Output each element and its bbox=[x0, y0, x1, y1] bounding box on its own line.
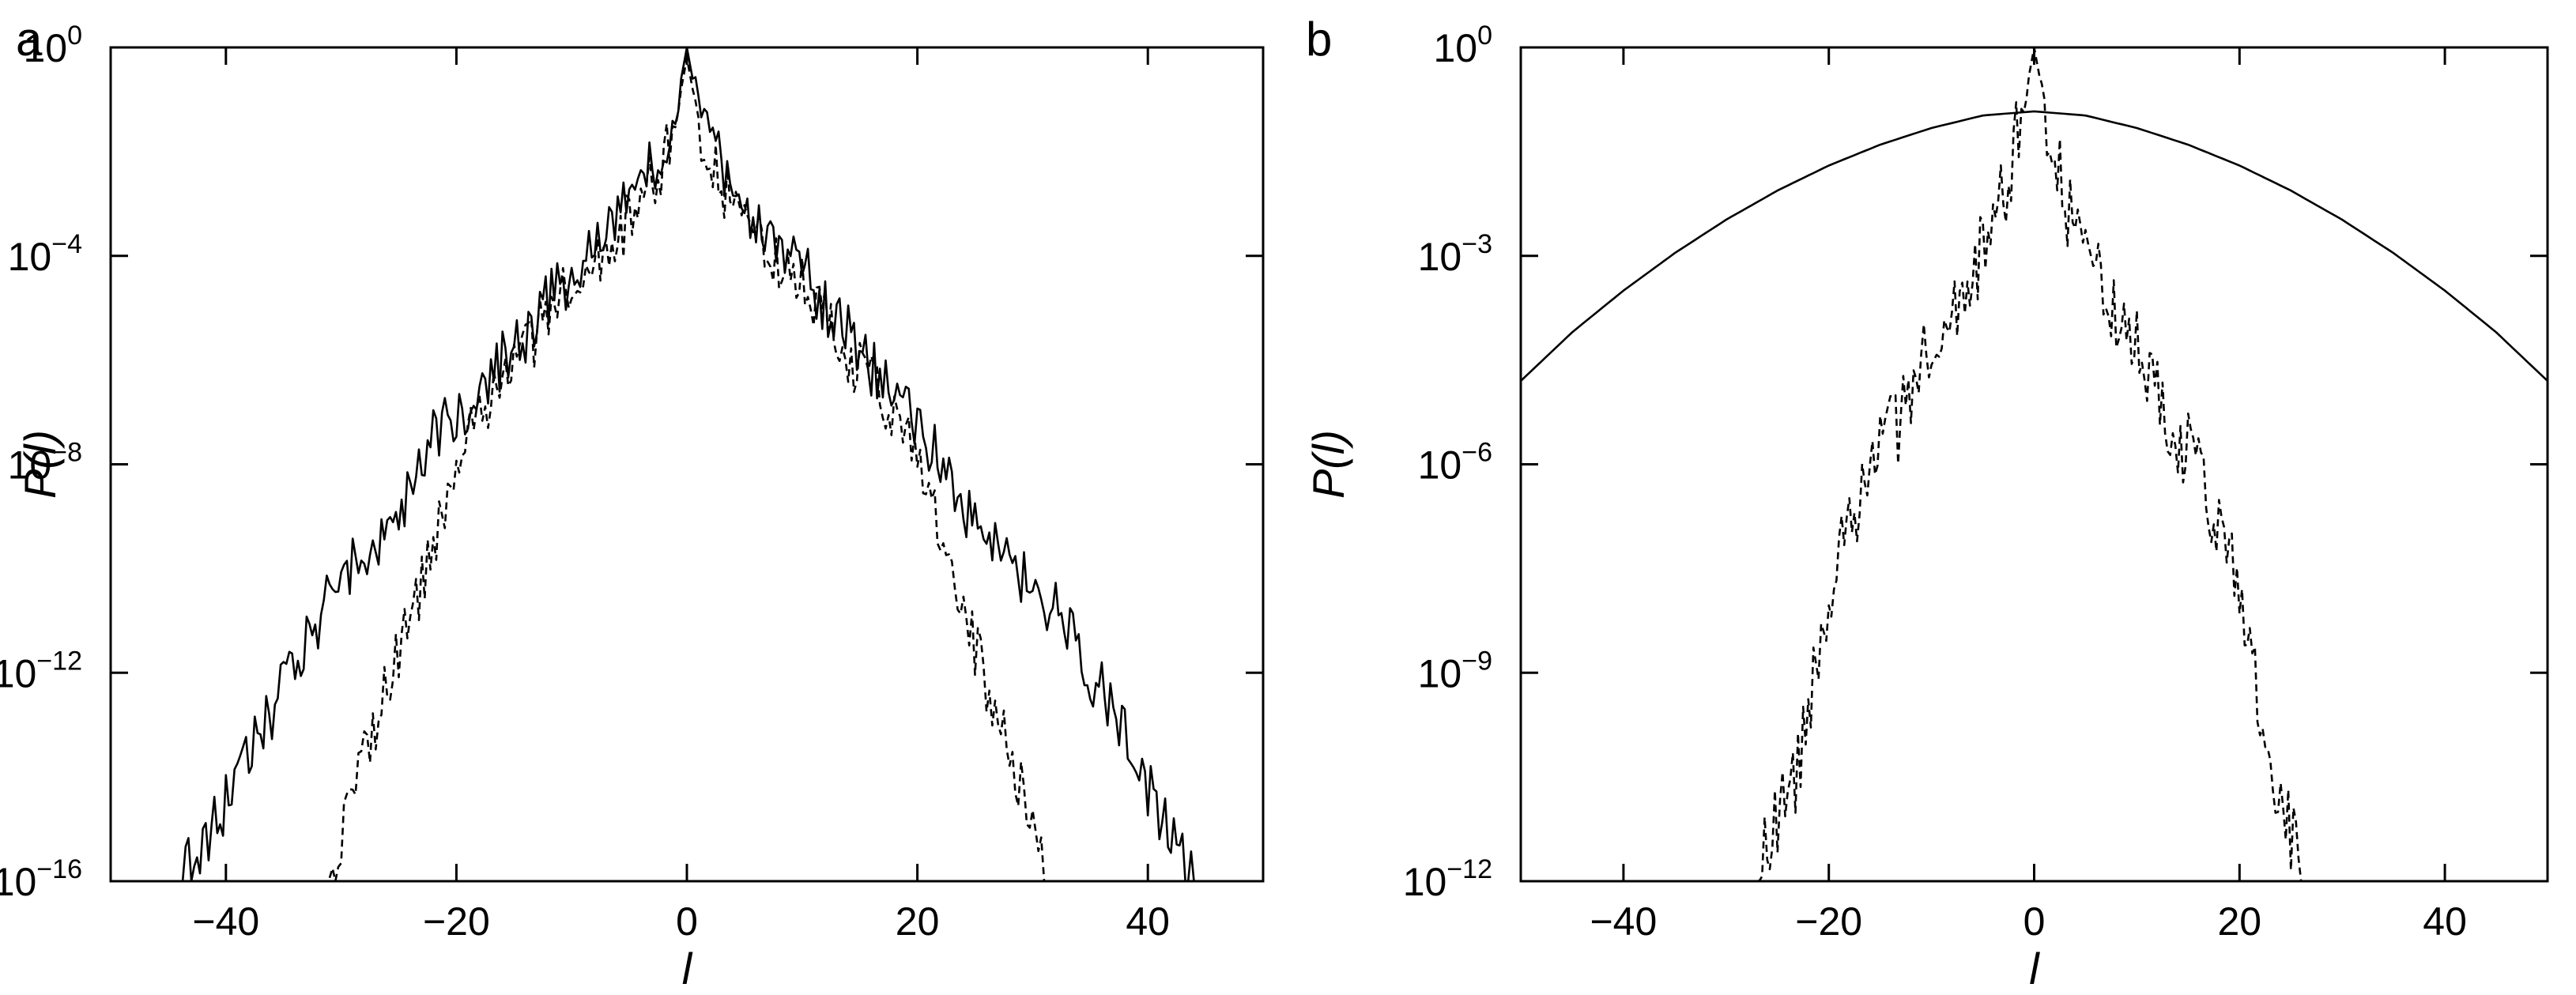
x-tick-label: 0 bbox=[676, 899, 698, 944]
x-tick-label: −20 bbox=[1795, 899, 1862, 944]
y-axis-label-b: P(l) bbox=[1303, 430, 1353, 499]
series-line-solid bbox=[1520, 110, 2548, 382]
x-tick-label: 40 bbox=[2423, 899, 2467, 944]
plot-frame bbox=[109, 46, 1265, 883]
y-tick-label: 100 bbox=[23, 21, 82, 70]
x-axis-label-b: l bbox=[2029, 944, 2040, 993]
panel-letter-a: a bbox=[16, 13, 43, 66]
y-tick-label: 10−8 bbox=[8, 438, 82, 488]
x-tick-label: 20 bbox=[896, 899, 940, 944]
x-tick-labels-b: −40 −20 0 20 40 bbox=[1590, 899, 2466, 944]
x-tick-label: −40 bbox=[1590, 899, 1657, 944]
y-tick-label: 10−16 bbox=[0, 854, 82, 904]
panel-b: b 100 10−3 10−6 10−9 10−12 −40 −20 0 20 … bbox=[1303, 13, 2467, 993]
y-tick-labels-b: 100 10−3 10−6 10−9 10−12 bbox=[1403, 21, 1492, 904]
plot-area-b bbox=[1519, 46, 2549, 883]
panel-letter-b: b bbox=[1306, 13, 1332, 66]
y-tick-label: 10−3 bbox=[1418, 229, 1492, 279]
x-tick-label: 20 bbox=[2217, 899, 2261, 944]
y-tick-label: 10−12 bbox=[1403, 854, 1492, 904]
series-line-dashed bbox=[328, 56, 1046, 883]
x-tick-label: 40 bbox=[1126, 899, 1170, 944]
x-tick-labels-a: −40 −20 0 20 40 bbox=[192, 899, 1170, 944]
y-tick-label: 10−9 bbox=[1418, 646, 1492, 695]
y-axis-label-a: P(l) bbox=[15, 430, 65, 499]
y-tick-label: 10−12 bbox=[0, 646, 82, 695]
y-tick-label: 10−6 bbox=[1418, 438, 1492, 488]
x-axis-label-a: l bbox=[682, 944, 693, 993]
x-tick-label: −40 bbox=[192, 899, 259, 944]
y-tick-labels-a: 100 10−4 10−8 10−12 10−16 bbox=[0, 21, 82, 904]
series-line-dashed bbox=[1756, 46, 2303, 883]
x-tick-label: 0 bbox=[2023, 899, 2046, 944]
y-tick-label: 100 bbox=[1433, 21, 1492, 70]
x-tick-label: −20 bbox=[423, 899, 490, 944]
series-line-solid bbox=[179, 46, 1195, 883]
plot-frame bbox=[1519, 46, 2549, 883]
plot-area-a bbox=[109, 46, 1265, 883]
y-tick-label: 10−4 bbox=[8, 229, 82, 279]
panel-a: a 100 10−4 10−8 10−12 10−16 −40 −20 0 20… bbox=[0, 13, 1170, 993]
